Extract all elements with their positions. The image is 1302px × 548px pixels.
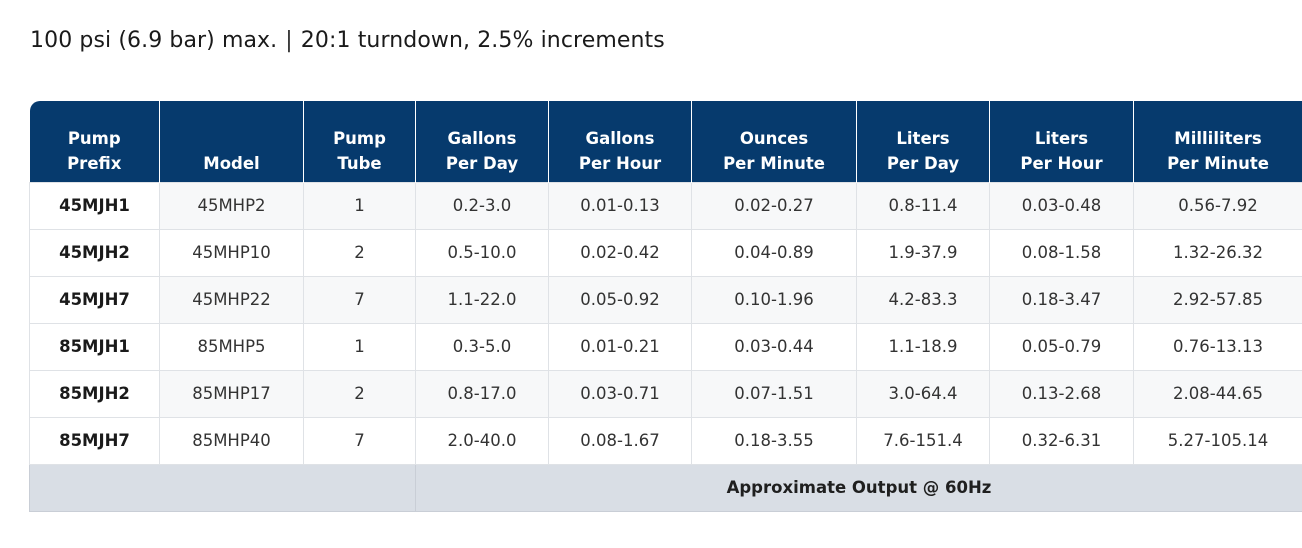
- column-header-line1: Gallons: [447, 128, 517, 148]
- spec-separator: |: [285, 28, 293, 53]
- table-cell: 2.0-40.0: [415, 416, 549, 465]
- table-cell: 0.01-0.21: [548, 322, 692, 371]
- table-header-row: Pump Prefix Model Pump Tube Gallons Per Day Ga…: [29, 101, 1302, 182]
- column-header-line1: Pump: [67, 128, 121, 148]
- column-header: Liters Per Hour: [989, 101, 1134, 182]
- pump-prefix-cell: 85MJH2: [29, 369, 160, 418]
- table-row: 85MJH2 85MHP17 2 0.8-17.0 0.03-0.71 0.07-1.51…: [29, 369, 1302, 418]
- table-cell: 5.27-105.14: [1133, 416, 1302, 465]
- table-row: 45MJH1 45MHP2 1 0.2-3.0 0.01-0.13 0.02-0.27 0.…: [29, 181, 1302, 230]
- pump-prefix-cell: 45MJH1: [29, 181, 160, 230]
- table-cell: 45MHP10: [159, 228, 304, 277]
- table-cell: 1.1-18.9: [856, 322, 990, 371]
- column-header-line2: Per Day: [445, 153, 519, 173]
- pressure-rating: 100 psi (6.9 bar) max.: [30, 28, 278, 53]
- table-body: 45MJH1 45MHP2 1 0.2-3.0 0.01-0.13 0.02-0.27 0.…: [29, 181, 1302, 512]
- table-cell: 1.9-37.9: [856, 228, 990, 277]
- table-cell: 0.5-10.0: [415, 228, 549, 277]
- turndown-spec: 20:1 turndown, 2.5% increments: [300, 28, 665, 53]
- table-cell: 7.6-151.4: [856, 416, 990, 465]
- table-cell: 85MHP40: [159, 416, 304, 465]
- column-header-line1: Liters: [1034, 128, 1089, 148]
- table-cell: 0.03-0.44: [691, 322, 857, 371]
- table-cell: 45MHP22: [159, 275, 304, 324]
- table-cell: 4.2-83.3: [856, 275, 990, 324]
- table-row: 85MJH7 85MHP40 7 2.0-40.0 0.08-1.67 0.18-3.55…: [29, 416, 1302, 465]
- column-header-line1: Ounces: [739, 128, 809, 148]
- column-header: Ounces Per Minute: [691, 101, 857, 182]
- table-cell: 0.32-6.31: [989, 416, 1134, 465]
- column-header: Model: [159, 101, 304, 182]
- pump-prefix-cell: 85MJH7: [29, 416, 160, 465]
- table-cell: 7: [303, 275, 416, 324]
- table-cell: 85MHP17: [159, 369, 304, 418]
- pump-output-table: Pump Prefix Model Pump Tube Gallons Per Day Ga…: [29, 101, 1302, 512]
- table-cell: 0.8-11.4: [856, 181, 990, 230]
- column-header: Liters Per Day: [856, 101, 990, 182]
- table-row: 85MJH1 85MHP5 1 0.3-5.0 0.01-0.21 0.03-0.44 1.…: [29, 322, 1302, 371]
- column-header-line2: Per Day: [886, 153, 960, 173]
- table-cell: 1.1-22.0: [415, 275, 549, 324]
- column-header: Gallons Per Day: [415, 101, 549, 182]
- table-row: 45MJH7 45MHP22 7 1.1-22.0 0.05-0.92 0.10-1.96…: [29, 275, 1302, 324]
- table-cell: 0.2-3.0: [415, 181, 549, 230]
- column-header: Milliliters Per Minute: [1133, 101, 1302, 182]
- table-cell: 0.05-0.79: [989, 322, 1134, 371]
- table-footer-row: Approximate Output @ 60Hz: [29, 463, 1302, 512]
- table-cell: 2.92-57.85: [1133, 275, 1302, 324]
- table-cell: 2: [303, 228, 416, 277]
- table-cell: 1: [303, 181, 416, 230]
- table-row: 45MJH2 45MHP10 2 0.5-10.0 0.02-0.42 0.04-0.89…: [29, 228, 1302, 277]
- column-header-line2: Per Hour: [578, 153, 662, 173]
- table-cell: 7: [303, 416, 416, 465]
- pump-table-container: Pump Prefix Model Pump Tube Gallons Per Day Ga…: [29, 101, 1302, 512]
- column-header-line2: Tube: [337, 153, 382, 173]
- table-cell: 0.56-7.92: [1133, 181, 1302, 230]
- table-cell: 0.04-0.89: [691, 228, 857, 277]
- table-cell: 1.32-26.32: [1133, 228, 1302, 277]
- table-cell: 85MHP5: [159, 322, 304, 371]
- column-header-line2: Prefix: [67, 153, 122, 173]
- table-cell: 2: [303, 369, 416, 418]
- table-cell: 1: [303, 322, 416, 371]
- column-header: Pump Tube: [303, 101, 416, 182]
- table-cell: 0.07-1.51: [691, 369, 857, 418]
- column-header-line2: Model: [203, 153, 260, 173]
- column-header: Pump Prefix: [29, 101, 160, 182]
- table-cell: 0.03-0.71: [548, 369, 692, 418]
- column-header-line1: Liters: [896, 128, 950, 148]
- table-cell: 0.3-5.0: [415, 322, 549, 371]
- table-cell: 0.08-1.67: [548, 416, 692, 465]
- table-cell: 0.03-0.48: [989, 181, 1134, 230]
- column-header-line1: Pump: [333, 128, 386, 148]
- table-cell: 0.76-13.13: [1133, 322, 1302, 371]
- column-header-line2: Per Hour: [1020, 153, 1103, 173]
- table-cell: 0.08-1.58: [989, 228, 1134, 277]
- table-cell: 0.18-3.47: [989, 275, 1134, 324]
- column-header-line1: [166, 126, 297, 151]
- column-header-line2: Per Minute: [723, 153, 825, 173]
- table-cell: 3.0-64.4: [856, 369, 990, 418]
- column-header-line1: Milliliters: [1174, 128, 1262, 148]
- pump-prefix-cell: 45MJH2: [29, 228, 160, 277]
- footer-output-note: Approximate Output @ 60Hz: [415, 463, 1302, 512]
- table-cell: 0.10-1.96: [691, 275, 857, 324]
- footer-empty-cell: [29, 463, 416, 512]
- column-header-line2: Per Minute: [1167, 153, 1269, 173]
- table-cell: 0.18-3.55: [691, 416, 857, 465]
- table-cell: 0.13-2.68: [989, 369, 1134, 418]
- table-cell: 0.05-0.92: [548, 275, 692, 324]
- table-cell: 2.08-44.65: [1133, 369, 1302, 418]
- table-cell: 0.02-0.27: [691, 181, 857, 230]
- pump-prefix-cell: 85MJH1: [29, 322, 160, 371]
- spec-line: 100 psi (6.9 bar) max. | 20:1 turndown, 2.…: [30, 28, 665, 53]
- column-header: Gallons Per Hour: [548, 101, 692, 182]
- table-cell: 0.8-17.0: [415, 369, 549, 418]
- table-cell: 0.01-0.13: [548, 181, 692, 230]
- pump-prefix-cell: 45MJH7: [29, 275, 160, 324]
- table-cell: 0.02-0.42: [548, 228, 692, 277]
- column-header-line1: Gallons: [585, 128, 655, 148]
- table-cell: 45MHP2: [159, 181, 304, 230]
